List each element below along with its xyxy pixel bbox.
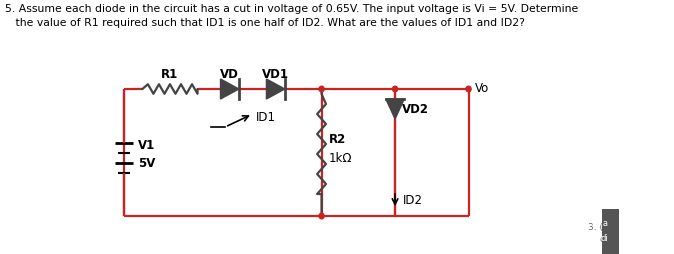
- Text: di: di: [600, 235, 608, 244]
- Text: di: di: [601, 234, 608, 243]
- Polygon shape: [266, 79, 285, 99]
- Bar: [602, 209, 619, 254]
- Circle shape: [466, 86, 471, 92]
- Text: 5. Assume each diode in the circuit has a cut in voltage of 0.65V. The input vol: 5. Assume each diode in the circuit has …: [5, 4, 578, 14]
- Polygon shape: [386, 99, 404, 119]
- Text: the value of R1 required such that ID1 is one half of ID2. What are the values o: the value of R1 required such that ID1 i…: [5, 18, 524, 28]
- Circle shape: [319, 86, 324, 92]
- Text: R2: R2: [329, 133, 346, 146]
- Polygon shape: [220, 79, 239, 99]
- Text: VD2: VD2: [402, 103, 429, 116]
- Text: V1: V1: [137, 139, 155, 152]
- Text: 1kΩ: 1kΩ: [329, 152, 353, 165]
- Text: R1: R1: [161, 68, 179, 81]
- Text: ID2: ID2: [402, 194, 423, 207]
- Circle shape: [392, 86, 398, 92]
- Text: 3. (a: 3. (a: [588, 223, 608, 232]
- Text: VD1: VD1: [262, 68, 289, 81]
- Text: 3. (a: 3. (a: [589, 219, 608, 228]
- Text: Vo: Vo: [475, 82, 489, 94]
- Text: VD: VD: [220, 68, 239, 81]
- Text: 5V: 5V: [137, 157, 155, 170]
- Circle shape: [319, 213, 324, 219]
- Text: ID1: ID1: [255, 110, 276, 123]
